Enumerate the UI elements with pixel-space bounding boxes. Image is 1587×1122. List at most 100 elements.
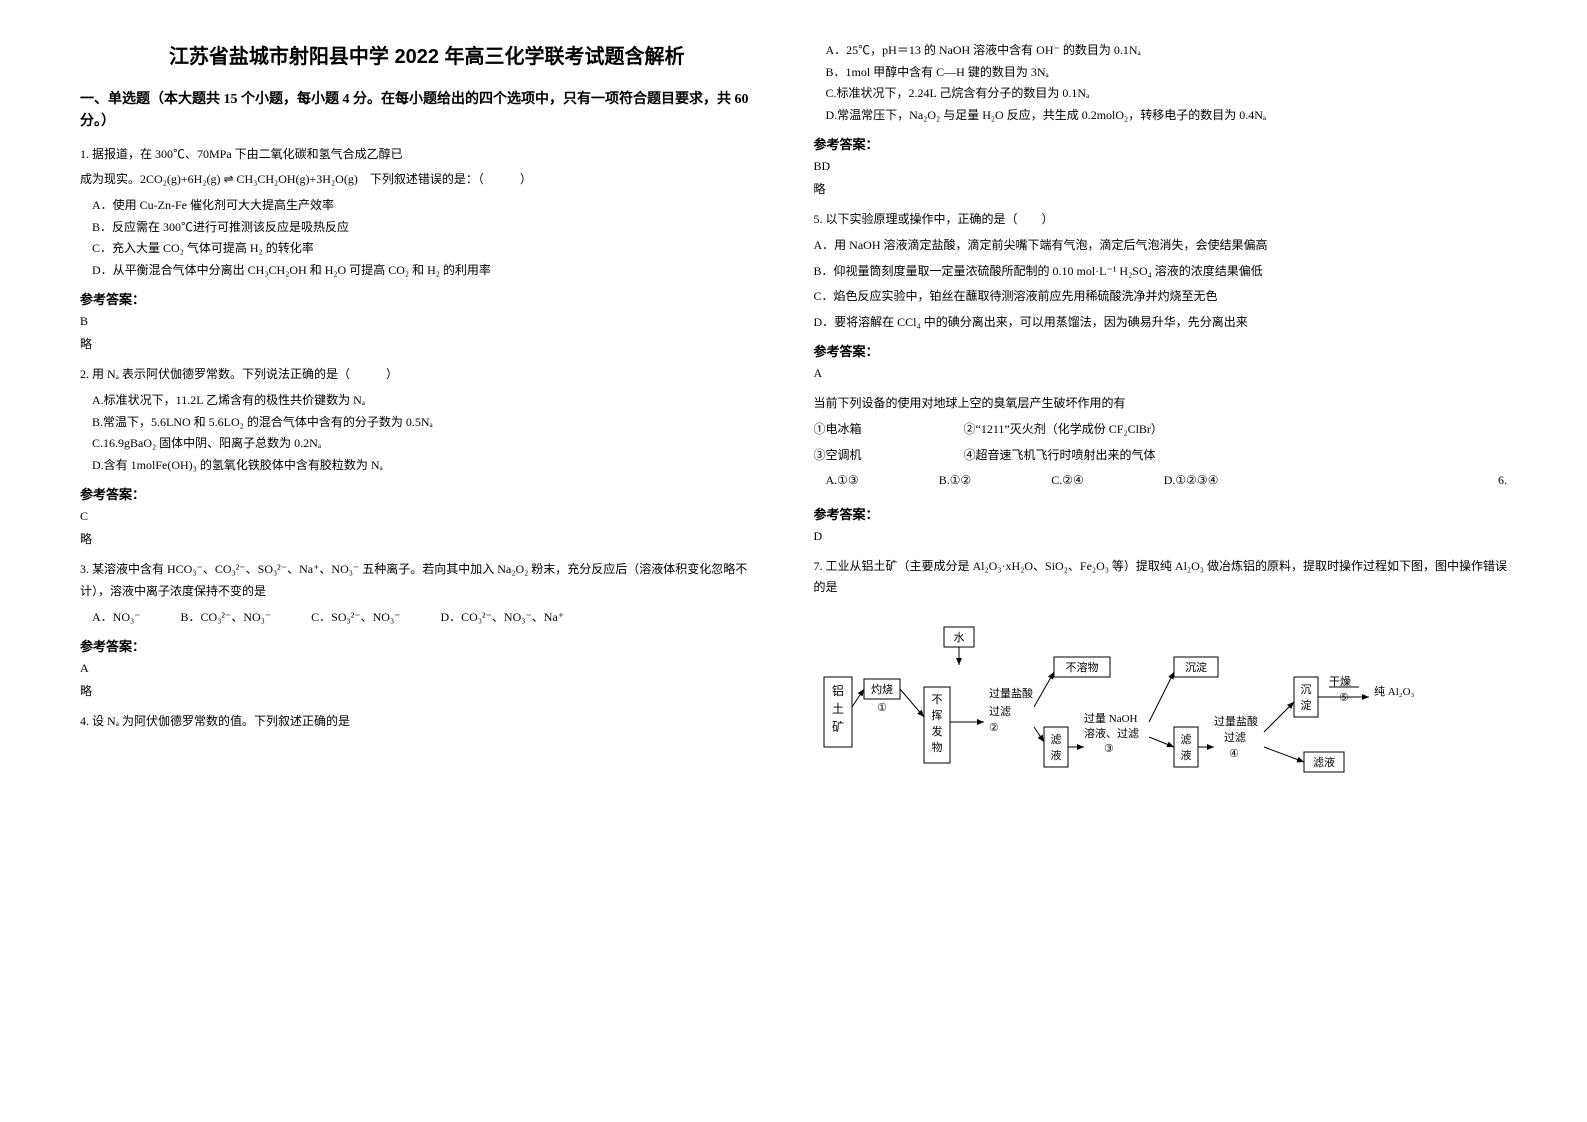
question-3: 3. 某溶液中含有 HCO₃⁻、CO₃²⁻、SO₃²⁻、Na⁺、NO₃⁻ 五种离… [80, 559, 774, 699]
q5-opt-d: D．要将溶解在 CCl₄ 中的碘分离出来，可以用蒸馏法，因为碘易升华，先分离出来 [814, 312, 1508, 334]
node-hcl: 过量盐酸 [989, 686, 1033, 700]
svg-text:滤: 滤 [1180, 733, 1191, 746]
q5-extra-l2: ②“1211”灭火剂（化学成份 CF₂ClBr） [964, 419, 1163, 441]
node-filter1: 过滤 [989, 705, 1011, 718]
q1-stem: 1. 据报道，在 300℃、70MPa 下由二氧化碳和氢气合成乙醇已 [80, 144, 774, 166]
q5-opt-a: A．用 NaOH 溶液滴定盐酸，滴定前尖嘴下端有气泡，滴定后气泡消失，会使结果偏… [814, 235, 1508, 257]
answer-label: 参考答案： [814, 341, 1508, 360]
svg-text:发: 发 [931, 724, 942, 738]
q1-opt-b: B．反应需在 300℃进行可推测该反应是吸热反应 [80, 217, 774, 239]
q1-opt-a: A．使用 Cu-Zn-Fe 催化剂可大大提高生产效率 [80, 195, 774, 217]
q4-opt-d: D.常温常压下，Na₂O₂ 与足量 H₂O 反应，共生成 0.2molO₂，转移… [814, 105, 1508, 127]
q2-stem: 2. 用 Nₐ 表示阿伏伽德罗常数。下列说法正确的是（ ） [80, 364, 774, 386]
answer-label: 参考答案： [814, 504, 1508, 523]
q2-answer: C [80, 509, 774, 524]
exam-title: 江苏省盐城市射阳县中学 2022 年高三化学联考试题含解析 [80, 40, 774, 69]
node-filter2: 过滤 [1224, 731, 1246, 744]
answer-label: 参考答案： [80, 636, 774, 655]
svg-text:液: 液 [1180, 748, 1191, 762]
step-3: ③ [1104, 743, 1114, 755]
q5-extra-opt-a: A.①③ [826, 470, 859, 492]
q4-opt-b: B．1mol 甲醇中含有 C—H 键的数目为 3Nₐ [814, 62, 1508, 84]
q5-extra-opt-c: C.②④ [1051, 470, 1084, 492]
node-ore-l1: 铝 [831, 683, 843, 698]
q5-extra-options: A.①③ B.①② C.②④ D.①②③④ 6. [814, 470, 1508, 496]
q3-opt-b: B．CO₃²⁻、NO₃⁻ [181, 607, 272, 629]
right-column: A．25℃，pH＝13 的 NaOH 溶液中含有 OH⁻ 的数目为 0.1Nₐ … [794, 40, 1528, 1082]
question-4-continued: A．25℃，pH＝13 的 NaOH 溶液中含有 OH⁻ 的数目为 0.1Nₐ … [814, 40, 1508, 197]
q4-answer: BD [814, 159, 1508, 174]
q3-opt-c: C．SO₃²⁻、NO₃⁻ [311, 607, 400, 629]
step-1: ① [877, 702, 887, 714]
q4-note: 略 [814, 180, 1508, 197]
q2-opt-d: D.含有 1molFe(OH)₃ 的氢氧化铁胶体中含有胶粒数为 Nₐ [80, 455, 774, 477]
q4-opt-a: A．25℃，pH＝13 的 NaOH 溶液中含有 OH⁻ 的数目为 0.1Nₐ [814, 40, 1508, 62]
svg-text:沉: 沉 [1300, 683, 1311, 696]
q2-note: 略 [80, 530, 774, 547]
q2-opt-b: B.常温下，5.6LNO 和 5.6LO₂ 的混合气体中含有的分子数为 0.5N… [80, 412, 774, 434]
q4-stem: 4. 设 Nₐ 为阿伏伽德罗常数的值。下列叙述正确的是 [80, 711, 774, 733]
q5-extra-l1: ①电冰箱 [814, 419, 964, 441]
svg-text:过量 NaOH: 过量 NaOH [1084, 712, 1138, 725]
svg-text:挥: 挥 [931, 709, 942, 722]
q1-opt-d: D．从平衡混合气体中分离出 CH₃CH₂OH 和 H₂O 可提高 CO₂ 和 H… [80, 260, 774, 282]
svg-text:溶液、过滤: 溶液、过滤 [1084, 726, 1139, 740]
q3-note: 略 [80, 682, 774, 699]
step-2: ② [989, 722, 999, 734]
node-dry: 干燥 [1329, 675, 1351, 688]
q1-answer: B [80, 314, 774, 329]
q1-note: 略 [80, 335, 774, 352]
q4-opt-c: C.标准状况下，2.24L 己烷含有分子的数目为 0.1Nₐ [814, 83, 1508, 105]
step-5: ⑤ [1339, 692, 1349, 704]
q5-opt-b: B．仰视量筒刻度量取一定量浓硫酸所配制的 0.10 mol·L⁻¹ H₂SO₄ … [814, 261, 1508, 283]
answer-label: 参考答案： [80, 289, 774, 308]
q3-answer: A [80, 661, 774, 676]
section-heading: 一、单选题（本大题共 15 个小题，每小题 4 分。在每小题给出的四个选项中，只… [80, 89, 774, 134]
left-column: 江苏省盐城市射阳县中学 2022 年高三化学联考试题含解析 一、单选题（本大题共… [60, 40, 794, 1082]
question-7: 7. 工业从铝土矿（主要成分是 Al₂O₃·xH₂O、SiO₂、Fe₂O₃ 等）… [814, 556, 1508, 797]
q5-extra-row1: ①电冰箱 ②“1211”灭火剂（化学成份 CF₂ClBr） [814, 419, 1508, 445]
q3-options-row: A．NO₃⁻ B．CO₃²⁻、NO₃⁻ C．SO₃²⁻、NO₃⁻ D．CO₃²⁻… [80, 607, 774, 629]
node-hcl2: 过量盐酸 [1214, 714, 1258, 728]
node-water: 水 [953, 631, 964, 644]
question-1: 1. 据报道，在 300℃、70MPa 下由二氧化碳和氢气合成乙醇已 成为现实。… [80, 144, 774, 353]
q5-extra-opt-d: D.①②③④ [1164, 470, 1219, 492]
question-5-extra: 当前下列设备的使用对地球上空的臭氧层产生破坏作用的有 ①电冰箱 ②“1211”灭… [814, 393, 1508, 543]
svg-text:物: 物 [931, 740, 942, 754]
q5-extra-row2: ③空调机 ④超音速飞机飞行时喷射出来的气体 [814, 445, 1508, 471]
q3-opt-d: D．CO₃²⁻、NO₃⁻、Na⁺ [440, 607, 564, 629]
q3-stem: 3. 某溶液中含有 HCO₃⁻、CO₃²⁻、SO₃²⁻、Na⁺、NO₃⁻ 五种离… [80, 559, 774, 602]
q2-opt-c: C.16.9gBaO₂ 固体中阴、阳离子总数为 0.2Nₐ [80, 433, 774, 455]
step-4: ④ [1229, 748, 1239, 760]
node-ore-l2: 土 [831, 702, 843, 716]
q5-extra-l3: ③空调机 [814, 445, 964, 467]
question-5: 5. 以下实验原理或操作中，正确的是（ ） A．用 NaOH 溶液滴定盐酸，滴定… [814, 209, 1508, 381]
svg-text:液: 液 [1050, 748, 1061, 762]
svg-text:滤: 滤 [1050, 733, 1061, 746]
node-precip1: 沉淀 [1185, 660, 1207, 674]
svg-text:不: 不 [931, 694, 942, 706]
process-flowchart: 铝 土 矿 灼烧 ① 不 挥 发 物 水 过量盐酸 [814, 607, 1508, 797]
answer-label: 参考答案： [80, 484, 774, 503]
q2-opt-a: A.标准状况下，11.2L 乙烯含有的极性共价键数为 Nₐ [80, 390, 774, 412]
q5-answer: A [814, 366, 1508, 381]
node-fliq3: 滤液 [1313, 755, 1335, 769]
q5-extra-l4: ④超音速飞机飞行时喷射出来的气体 [964, 445, 1156, 467]
q6-number: 6. [1498, 470, 1507, 492]
node-burn: 灼烧 [871, 682, 893, 696]
q5-opt-c: C．焰色反应实验中，铂丝在蘸取待测溶液前应先用稀硫酸洗净并灼烧至无色 [814, 286, 1508, 308]
q1-equation: 成为现实。2CO₂(g)+6H₂(g) ⇌ CH₃CH₂OH(g)+3H₂O(g… [80, 169, 774, 191]
question-2: 2. 用 Nₐ 表示阿伏伽德罗常数。下列说法正确的是（ ） A.标准状况下，11… [80, 364, 774, 547]
q5-extra-opt-b: B.①② [939, 470, 972, 492]
node-ore-l3: 矿 [831, 720, 843, 734]
flowchart-svg: 铝 土 矿 灼烧 ① 不 挥 发 物 水 过量盐酸 [814, 607, 1514, 797]
q7-stem: 7. 工业从铝土矿（主要成分是 Al₂O₃·xH₂O、SiO₂、Fe₂O₃ 等）… [814, 556, 1508, 599]
q5-extra-stem: 当前下列设备的使用对地球上空的臭氧层产生破坏作用的有 [814, 393, 1508, 415]
answer-label: 参考答案： [814, 134, 1508, 153]
q1-opt-c: C．充入大量 CO₂ 气体可提高 H₂ 的转化率 [80, 238, 774, 260]
q5-extra-answer: D [814, 529, 1508, 544]
q3-opt-a: A．NO₃⁻ [92, 607, 141, 629]
node-al2o3: 纯 Al₂O₃ [1374, 685, 1415, 698]
q5-stem: 5. 以下实验原理或操作中，正确的是（ ） [814, 209, 1508, 231]
svg-text:淀: 淀 [1300, 698, 1311, 712]
